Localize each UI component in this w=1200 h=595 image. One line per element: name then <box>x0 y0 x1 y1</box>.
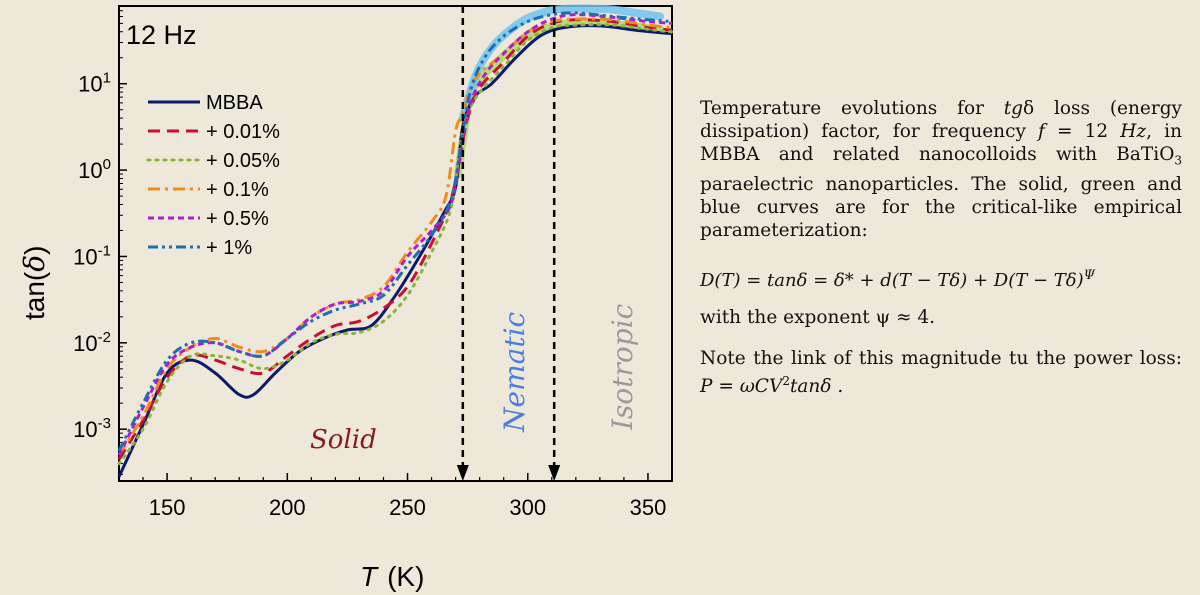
y-tick-label: 10-1 <box>73 242 111 269</box>
series-line-0 <box>117 24 673 478</box>
y-tick-label: 100 <box>78 156 111 183</box>
y-axis-label: tan(δ) <box>18 246 51 320</box>
legend-label: MBBA <box>206 92 263 114</box>
series-line-3 <box>117 17 673 456</box>
legend-label: + 0.05% <box>206 150 280 172</box>
caption: Temperature evolutions for tgδ loss (ene… <box>700 97 1182 398</box>
phase-label-isotropic: Isotropic <box>606 303 639 431</box>
chart-title: 12 Hz <box>126 20 197 50</box>
x-tick-label: 350 <box>630 495 667 520</box>
phase-label-nematic: Nematic <box>498 311 531 433</box>
y-tick-label: 10-3 <box>73 415 111 442</box>
phase-label-solid: Solid <box>310 425 377 455</box>
legend: MBBA + 0.01% + 0.05% + 0.1% + 0.5% + 1% <box>146 86 292 259</box>
transition-arrowhead <box>548 465 561 481</box>
fit-curve-fit-blue <box>458 4 664 123</box>
legend-label: + 0.1% <box>206 179 269 201</box>
legend-box <box>146 86 292 258</box>
series-line-1 <box>117 18 673 461</box>
series-line-2 <box>117 23 674 466</box>
x-tick-label: 250 <box>389 495 426 520</box>
x-tick-label: 150 <box>149 495 186 520</box>
y-tick-label: 10-2 <box>73 329 111 356</box>
series-line-4 <box>117 13 673 456</box>
x-axis-label: T (K) <box>360 561 424 592</box>
x-tick-label: 300 <box>509 495 546 520</box>
power-loss-note: Note the link of this magnitude tu the p… <box>700 347 1182 397</box>
y-tick-label: 101 <box>78 70 111 97</box>
exponent-note: with the exponent ψ ≈ 4. <box>700 306 936 328</box>
legend-label: + 0.5% <box>206 208 269 230</box>
legend-label: + 0.01% <box>206 121 280 143</box>
transition-arrowhead <box>456 465 469 481</box>
legend-label: + 1% <box>206 237 252 259</box>
caption-paragraph: Temperature evolutions for tgδ loss (ene… <box>700 98 1183 241</box>
x-tick-label: 200 <box>269 495 306 520</box>
parameterization-formula: D(T) = tanδ = δ* + d(T − Tδ) + D(T − Tδ)… <box>700 267 1096 291</box>
plot-area <box>118 5 673 482</box>
fit-curve-fit-green <box>454 18 664 179</box>
